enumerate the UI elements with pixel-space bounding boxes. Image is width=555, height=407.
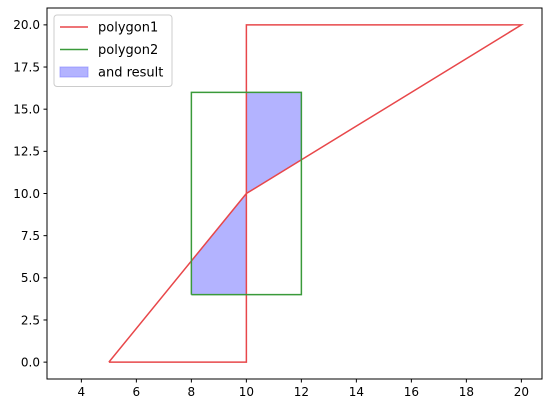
and-result-region-2 [190, 192, 247, 296]
y-tick-label: 15.0 [13, 102, 40, 116]
y-tick-label: 7.5 [21, 229, 40, 243]
y-tick-label: 10.0 [13, 187, 40, 201]
legend-label-polygon2: polygon2 [98, 43, 158, 58]
polygon2-line [190, 91, 303, 296]
y-tick-label: 5.0 [21, 271, 40, 285]
y-tick-label: 2.5 [21, 313, 40, 327]
x-axis: 4 6 8 10 12 14 16 18 20 [78, 379, 529, 399]
legend-label-and-result: and result [98, 66, 163, 81]
legend: polygon1 polygon2 and result [53, 14, 173, 87]
x-tick-label: 18 [459, 385, 474, 399]
polygon1-line [108, 24, 525, 363]
x-tick-label: 20 [514, 385, 529, 399]
legend-swatch-and-result [59, 66, 89, 78]
x-tick-label: 4 [78, 385, 86, 399]
y-tick-label: 12.5 [13, 145, 40, 159]
x-tick-label: 8 [188, 385, 196, 399]
y-axis: 0.0 2.5 5.0 7.5 10.0 12.5 15.0 17.5 20.0 [13, 18, 47, 369]
y-tick-label: 0.0 [21, 355, 40, 369]
y-tick-label: 20.0 [13, 18, 40, 32]
y-tick-label: 17.5 [13, 60, 40, 74]
x-tick-label: 10 [239, 385, 254, 399]
x-tick-label: 6 [133, 385, 141, 399]
x-tick-label: 16 [404, 385, 419, 399]
legend-label-polygon1: polygon1 [98, 21, 158, 36]
and-result-region-1 [245, 91, 302, 195]
series-line-layer [108, 24, 525, 363]
x-tick-label: 12 [294, 385, 309, 399]
x-tick-label: 14 [349, 385, 364, 399]
